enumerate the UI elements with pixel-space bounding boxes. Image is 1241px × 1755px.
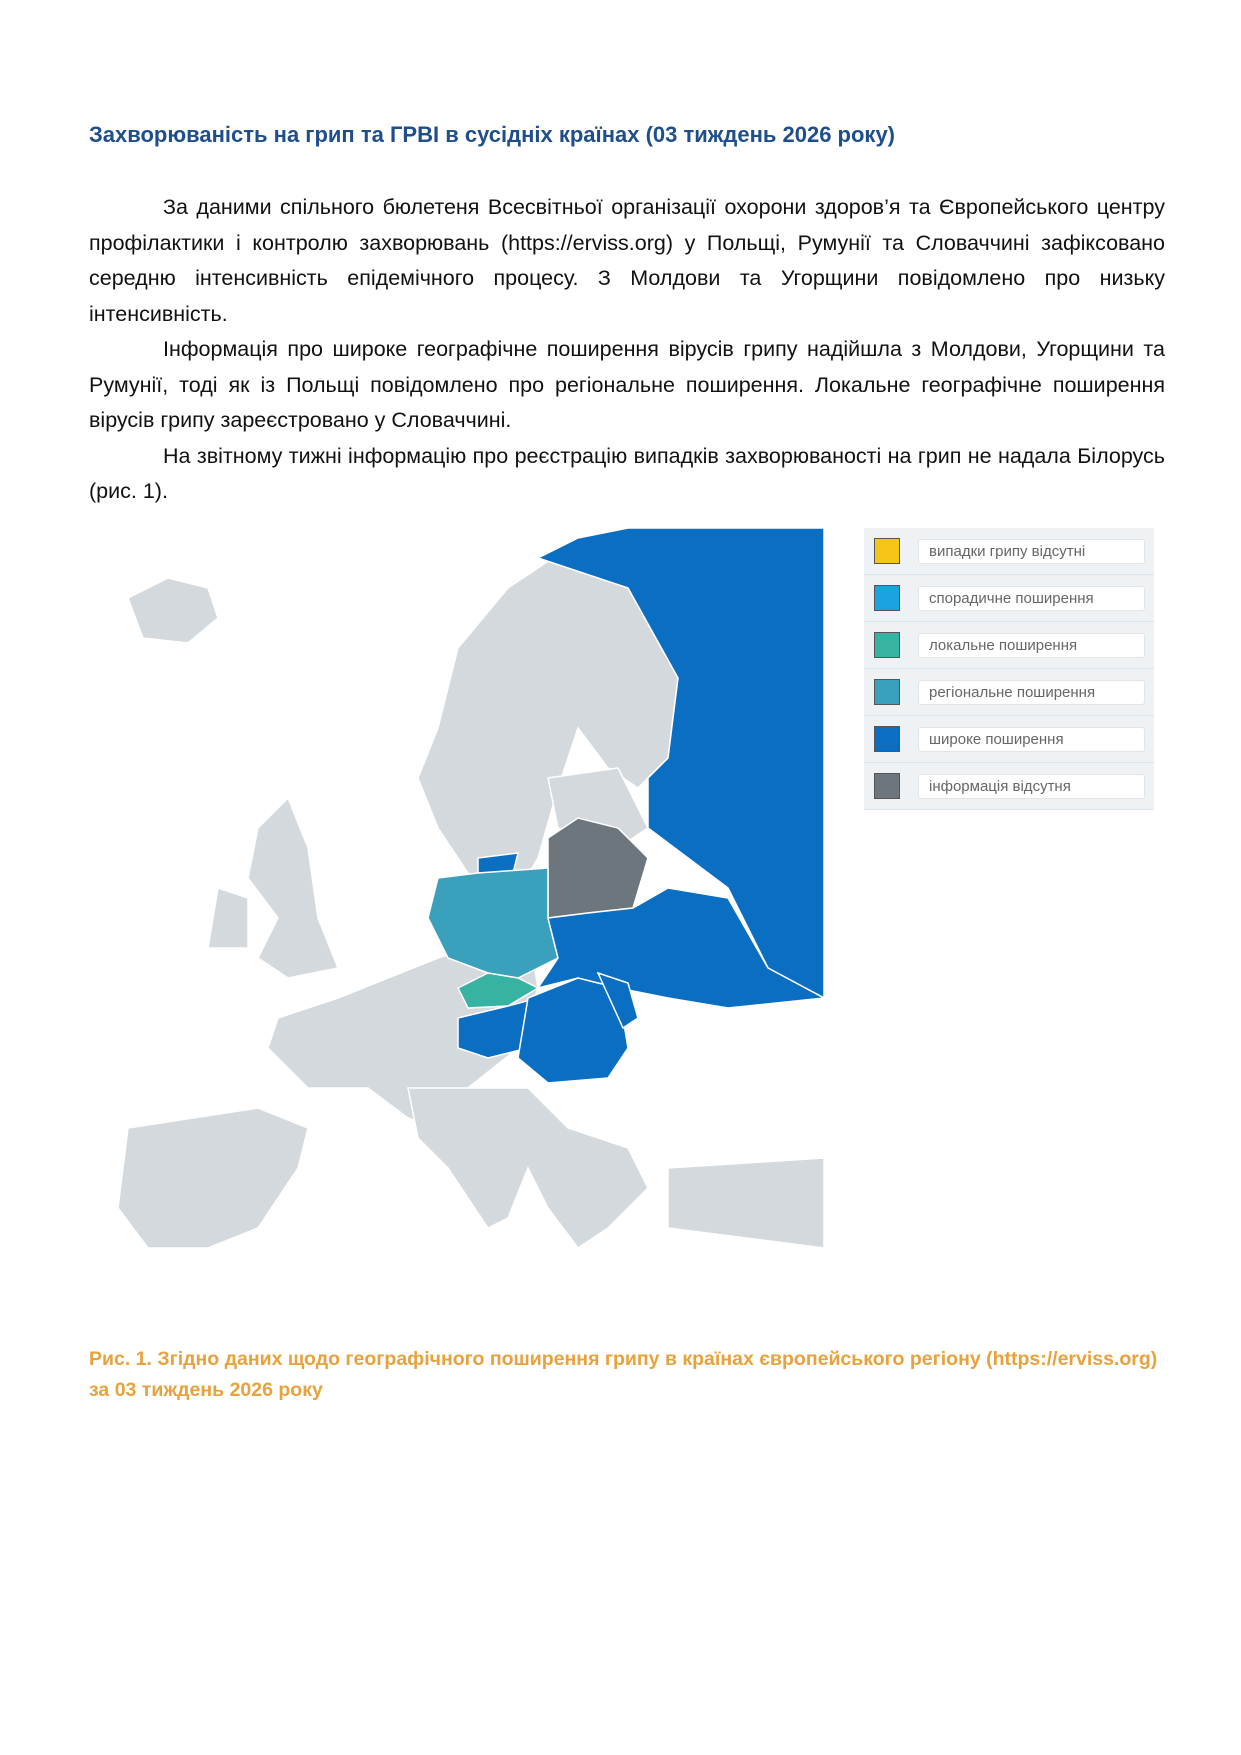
legend-swatch-green [874, 632, 900, 658]
section-title: Захворюваність на грип та ГРВІ в сусідні… [89, 122, 896, 147]
europe-flu-map [117, 528, 824, 1250]
legend-swatch-light-blue [874, 585, 900, 611]
map-moldova [596, 971, 639, 1030]
legend-label: інформація відсутня [918, 773, 1145, 799]
legend-swatch-gray [874, 773, 900, 799]
legend-label: спорадичне поширення [918, 585, 1145, 611]
legend-label: широке поширення [918, 726, 1145, 752]
legend-item-none: випадки грипу відсутні [864, 528, 1154, 575]
legend-swatch-blue [874, 726, 900, 752]
map-legend: випадки грипу відсутні спорадичне пошире… [864, 528, 1154, 810]
legend-swatch-yellow [874, 538, 900, 564]
map-poland [427, 867, 559, 979]
legend-item-regional: регіональне поширення [864, 669, 1154, 716]
map-russia [536, 528, 824, 999]
body-text: За даними спільного бюлетеня Всесвітньої… [89, 190, 1165, 510]
map-uk-ireland [207, 796, 340, 979]
map-iberia [117, 1107, 309, 1249]
paragraph-2: Інформація про широке географічне пошире… [89, 337, 1165, 432]
legend-item-widespread: широке поширення [864, 716, 1154, 763]
paragraph-1: За даними спільного бюлетеня Всесвітньої… [89, 195, 1165, 326]
map-romania [517, 977, 629, 1084]
map-turkey [667, 1157, 824, 1249]
legend-label: локальне поширення [918, 632, 1145, 658]
legend-item-no-info: інформація відсутня [864, 763, 1154, 810]
legend-item-sporadic: спорадичне поширення [864, 575, 1154, 622]
map-italy-balkans [407, 1087, 649, 1250]
legend-item-local: локальне поширення [864, 622, 1154, 669]
legend-swatch-teal [874, 679, 900, 705]
legend-label: регіональне поширення [918, 679, 1145, 705]
figure-caption: Рис. 1. Згідно даних щодо географічного … [89, 1348, 1158, 1401]
paragraph-3: На звітному тижні інформацію про реєстра… [89, 443, 1165, 504]
map-iceland [127, 577, 219, 644]
legend-label: випадки грипу відсутні [918, 538, 1145, 564]
